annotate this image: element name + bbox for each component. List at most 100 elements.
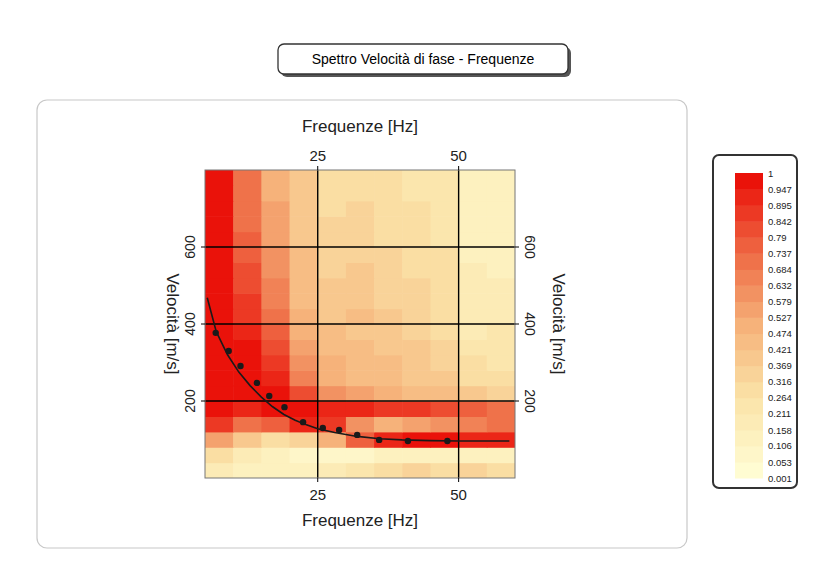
heat-cell [233,247,262,263]
heat-cell [430,432,459,448]
heat-cell [402,355,431,371]
heat-cell [487,355,515,371]
heat-cell [233,447,262,463]
heat-cell [374,447,403,463]
heat-cell [318,401,347,417]
heat-cell [487,432,515,448]
tick-y-left [201,324,205,325]
tick-x-top [317,166,318,170]
colorbar-label: 0.421 [768,344,792,355]
heat-cell [261,355,290,371]
colorbar-band [735,398,763,415]
colorbar-label: 0.842 [768,216,792,227]
heat-cell [233,185,262,201]
heat-cell [205,216,234,232]
picked-point [254,380,260,386]
colorbar-band [735,269,763,285]
tick-x-top [458,166,459,170]
heat-cell [402,339,431,355]
heat-cell [233,293,262,309]
heat-cell [261,432,290,448]
colorbar-label: 0.947 [768,184,792,195]
heat-cell [261,247,290,263]
plot-area [205,170,515,478]
heat-cell [459,170,488,186]
heat-cell [430,170,459,186]
heat-cell [346,401,375,417]
heat-cell [290,278,319,294]
tick-y-left [201,401,205,402]
heat-cell [402,309,431,325]
colorbar-band [735,446,763,463]
heat-cell [487,447,515,463]
heat-cell [487,309,515,325]
heat-cell [318,386,347,402]
heat-cell [402,185,431,201]
heat-cell [459,262,488,278]
colorbar-band [735,430,763,446]
heat-cell [318,232,347,248]
axis-title-y-left: Velocità [m/s] [163,273,182,374]
heat-cell [346,278,375,294]
heat-cell [430,185,459,201]
heat-cell [487,386,515,402]
heat-cell [346,416,375,432]
heat-cell [430,247,459,263]
heat-cell [261,185,290,201]
heat-cell [205,185,234,201]
heat-cell [487,232,515,248]
heat-cell [290,370,319,386]
heat-cell [205,463,234,478]
heat-cell [346,447,375,463]
heat-cell [487,170,515,186]
tick-y-right [515,247,519,248]
heat-cell [459,339,488,355]
heat-cell [346,216,375,232]
heat-cell [374,355,403,371]
tick-label-y-right: 200 [522,389,538,413]
heat-cell [459,216,488,232]
heat-cell [261,386,290,402]
heat-cell [290,247,319,263]
heat-cell [374,247,403,263]
heat-cell [318,370,347,386]
heat-cell [487,339,515,355]
chart-root: Spettro Velocità di fase - Frequenze2525… [0,0,822,565]
heat-cell [205,339,234,355]
heat-cell [261,324,290,340]
heat-cell [346,463,375,478]
heat-cell [374,216,403,232]
heat-cell [205,401,234,417]
heat-cell [233,401,262,417]
heat-cell [374,370,403,386]
heat-cell [430,339,459,355]
colorbar-band [735,382,763,398]
heat-cell [374,170,403,186]
heat-cell [261,463,290,478]
heat-cell [233,216,262,232]
heat-cell [374,309,403,325]
heat-cell [374,232,403,248]
axis-title-x-top: Frequenze [Hz] [302,117,418,136]
heat-cell [374,201,403,217]
heat-cell [261,370,290,386]
heat-cell [402,324,431,340]
heat-cell [290,293,319,309]
colorbar-label: 1 [768,168,773,179]
heat-cell [402,370,431,386]
heat-cell [346,293,375,309]
heat-cell [290,386,319,402]
heat-cell [459,278,488,294]
heat-cell [374,278,403,294]
colorbar-band [735,302,763,318]
heat-cell [374,416,403,432]
heat-cell [487,370,515,386]
heat-cell [346,432,375,448]
heat-cell [346,309,375,325]
heat-cell [487,247,515,263]
picked-point [266,393,272,399]
heat-cell [318,185,347,201]
heat-cell [374,293,403,309]
heat-cell [318,447,347,463]
heat-cell [459,447,488,463]
